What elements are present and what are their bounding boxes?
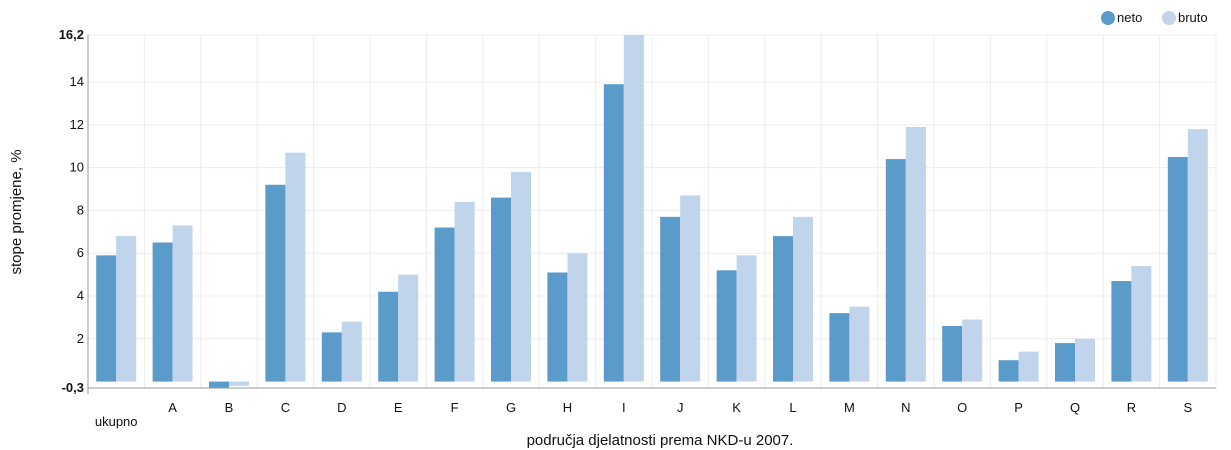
bar-neto-A xyxy=(152,242,173,382)
x-tick-label: H xyxy=(563,400,572,415)
bar-bruto-C xyxy=(285,152,306,382)
x-tick-label: M xyxy=(844,400,855,415)
bar-neto-G xyxy=(491,197,511,382)
y-tick-label: 2 xyxy=(77,331,84,346)
bar-bruto-R xyxy=(1131,266,1152,382)
y-tick-label: 6 xyxy=(77,245,84,260)
y-tick-label: 16,2 xyxy=(59,27,84,42)
x-tick-label: Q xyxy=(1070,400,1080,415)
bar-neto-H xyxy=(547,272,568,382)
x-tick-label: D xyxy=(337,400,346,415)
x-tick-label: E xyxy=(394,400,403,415)
legend-marker-bruto xyxy=(1162,11,1176,25)
x-tick-label: P xyxy=(1014,400,1023,415)
bar-neto-D xyxy=(321,332,342,382)
bar-neto-L xyxy=(773,236,793,382)
x-tick-label: F xyxy=(451,400,459,415)
legend-label-neto: neto xyxy=(1117,10,1142,25)
x-tick-label: B xyxy=(225,400,234,415)
x-tick-label: N xyxy=(901,400,910,415)
bar-bruto-I xyxy=(623,35,644,382)
y-tick-labels: -0,3 2 4 6 8 10 12 14 16,2 xyxy=(59,27,84,395)
bar-neto-K xyxy=(716,270,737,382)
y-tick-label: 14 xyxy=(70,74,84,89)
x-tick-label: R xyxy=(1127,400,1136,415)
bar-neto-O xyxy=(942,325,963,382)
x-axis-title: područja djelatnosti prema NKD-u 2007. xyxy=(527,432,794,449)
bar-bruto-Q xyxy=(1075,338,1095,382)
bar-bruto-P xyxy=(1018,351,1039,382)
x-tick-label: J xyxy=(677,400,684,415)
bar-bruto-K xyxy=(736,255,757,382)
bar-neto-N xyxy=(885,159,906,382)
x-tick-label: A xyxy=(168,400,177,415)
bars xyxy=(96,35,1208,388)
x-tick-label: C xyxy=(281,400,290,415)
y-tick-label: 4 xyxy=(77,288,84,303)
x-tick-label: ukupno xyxy=(95,414,138,429)
bar-bruto-E xyxy=(398,274,419,382)
y-tick-label: 12 xyxy=(70,117,84,132)
bar-neto-C xyxy=(265,184,286,382)
bar-bruto-G xyxy=(511,171,531,382)
bar-bruto-A xyxy=(172,225,193,382)
legend-label-bruto: bruto xyxy=(1178,10,1208,25)
bar-bruto-B xyxy=(229,381,249,386)
bar-neto-J xyxy=(660,216,681,382)
bar-bruto-ukupno xyxy=(116,236,137,382)
grid-lines xyxy=(87,34,1217,389)
bar-neto-S xyxy=(1167,156,1188,382)
bar-bruto-D xyxy=(341,321,362,382)
y-axis-title: stope promjene, % xyxy=(8,149,25,274)
bar-neto-P xyxy=(998,360,1019,382)
bar-neto-ukupno xyxy=(96,255,117,382)
bar-neto-E xyxy=(378,291,399,382)
bar-neto-Q xyxy=(1055,343,1075,382)
x-tick-label: G xyxy=(506,400,516,415)
x-tick-label: O xyxy=(957,400,967,415)
y-tick-label: -0,3 xyxy=(62,380,84,395)
bar-bruto-S xyxy=(1187,129,1208,382)
x-tick-labels: ukupno A B C D E F G H I J K L M N O P Q R S xyxy=(95,400,1193,429)
bar-neto-F xyxy=(434,227,455,382)
y-tick-label: 10 xyxy=(70,160,84,175)
bar-bruto-N xyxy=(905,126,926,382)
bar-neto-I xyxy=(603,84,624,382)
bar-neto-B xyxy=(209,381,229,388)
y-tick-label: 8 xyxy=(77,202,84,217)
x-tick-label: S xyxy=(1183,400,1192,415)
bar-bruto-F xyxy=(454,201,475,382)
x-tick-label: K xyxy=(732,400,741,415)
bar-bruto-M xyxy=(849,306,870,382)
legend-marker-neto xyxy=(1101,11,1115,25)
bar-neto-M xyxy=(829,313,850,382)
bar-bruto-L xyxy=(793,216,813,382)
bar-bruto-O xyxy=(962,319,983,382)
bar-neto-R xyxy=(1111,281,1132,382)
x-tick-label: I xyxy=(622,400,626,415)
x-tick-label: L xyxy=(789,400,796,415)
bar-bruto-H xyxy=(567,253,588,382)
bar-bruto-J xyxy=(680,195,701,382)
legend: neto bruto xyxy=(1101,10,1208,25)
axes xyxy=(87,35,1216,394)
